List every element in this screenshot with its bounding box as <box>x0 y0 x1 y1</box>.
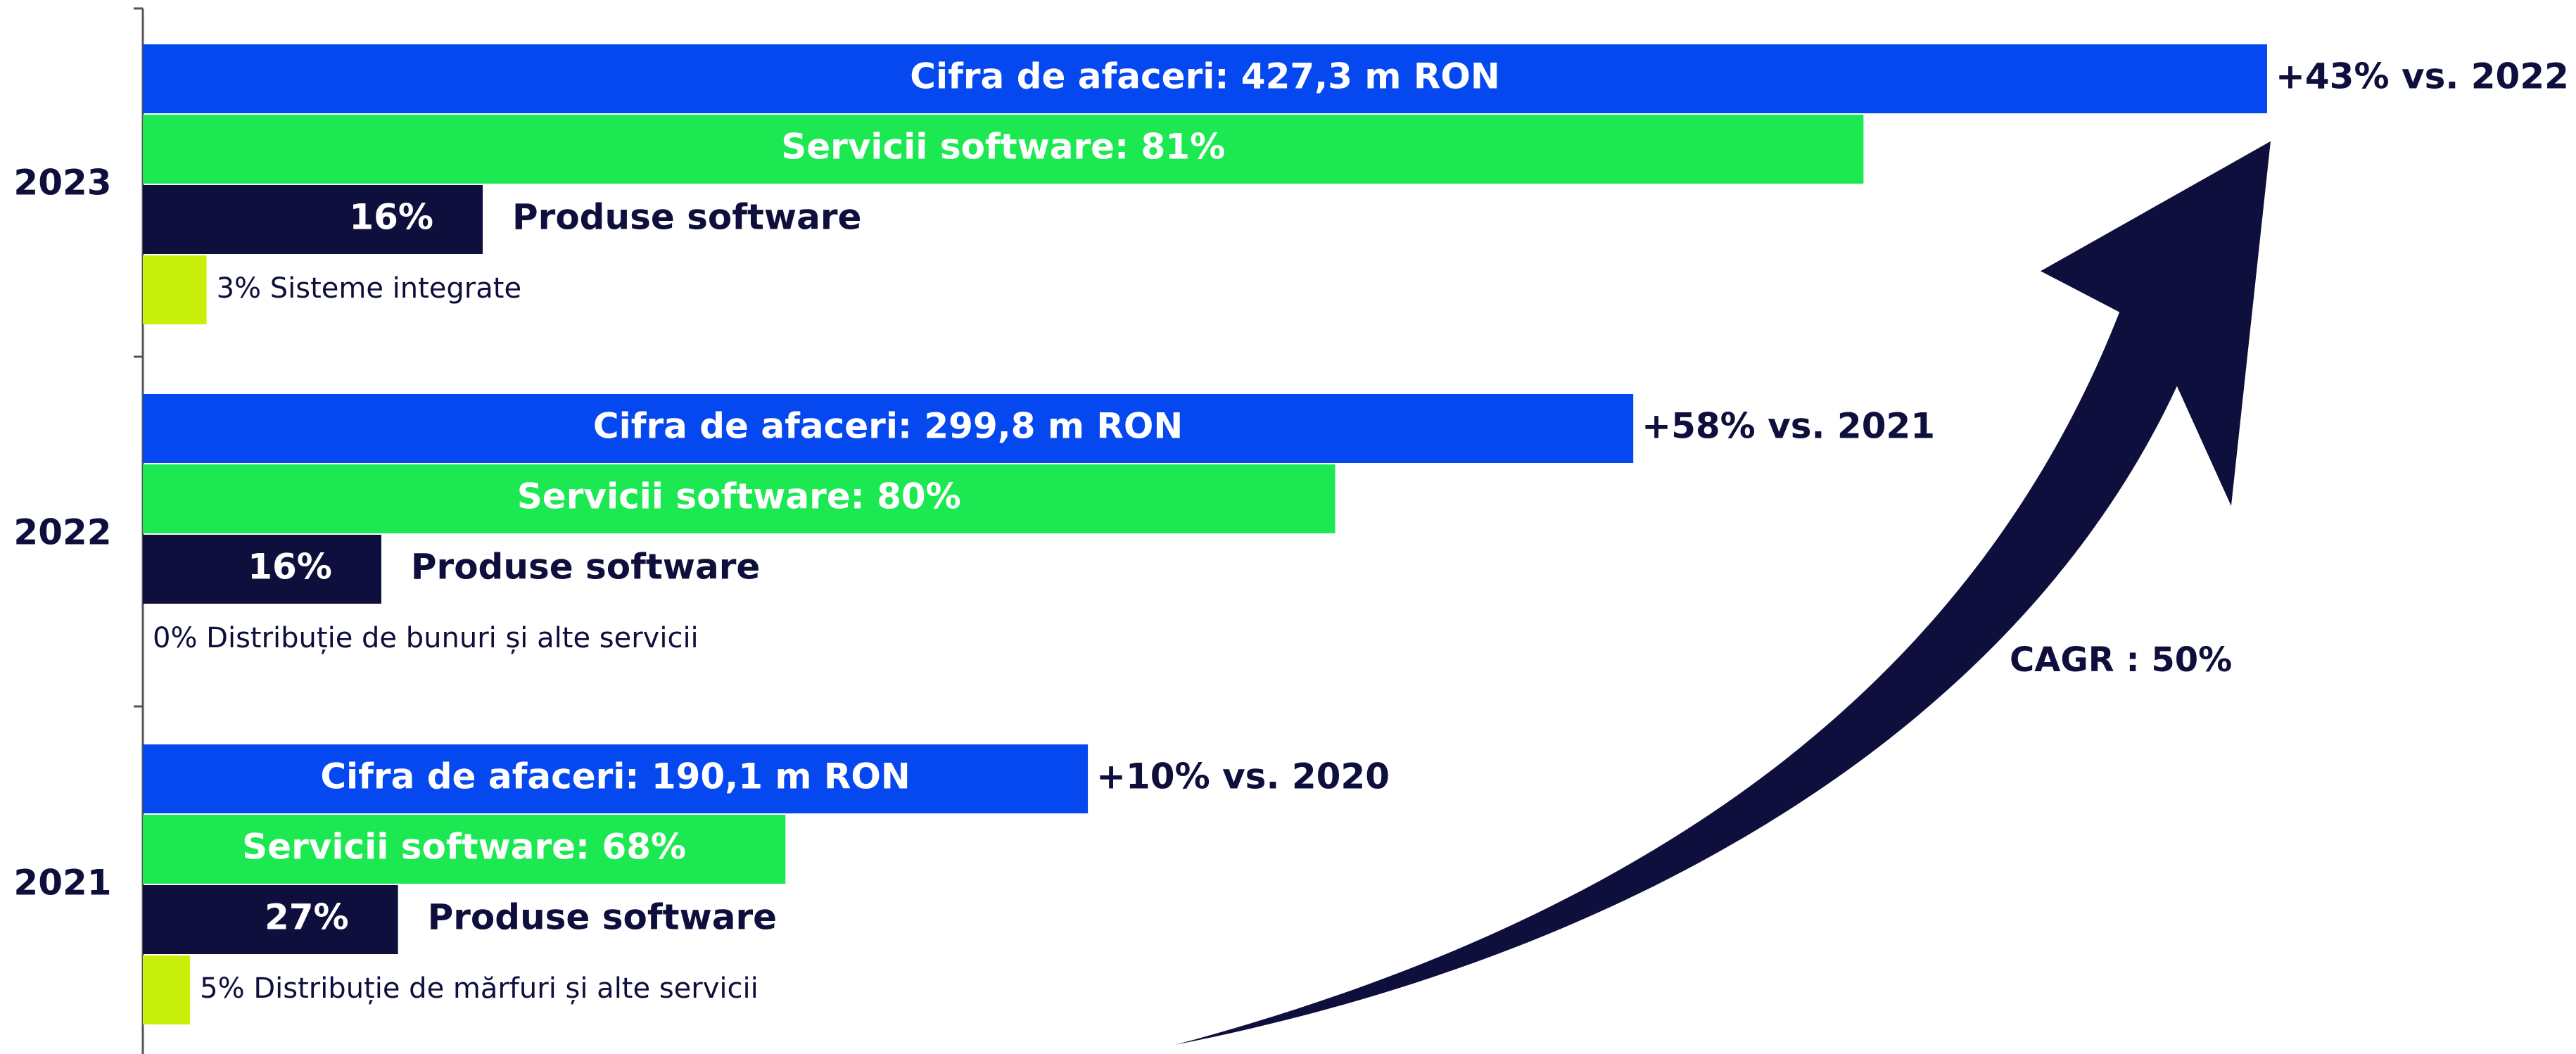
value-label: Cifra de afaceri: 299,8 m RON <box>593 406 1183 447</box>
category-label: 2022 <box>13 512 111 553</box>
growth-label: +43% vs. 2022 <box>2276 56 2569 97</box>
value-label: Servicii software: 68% <box>242 827 686 868</box>
growth-arrow <box>1174 141 2271 1046</box>
bar <box>143 115 1864 184</box>
value-label: 0% Distribuție de bunuri și alte servici… <box>153 622 699 654</box>
bar <box>143 44 2267 113</box>
bar <box>143 744 1089 813</box>
bar <box>143 394 1634 463</box>
bar <box>143 255 207 324</box>
value-label: 16% <box>349 197 433 238</box>
value-label: Cifra de afaceri: 427,3 m RON <box>910 56 1499 97</box>
series-name: Produse software <box>512 197 861 238</box>
series-name: Produse software <box>411 547 760 588</box>
bar <box>143 885 398 954</box>
growth-label: +58% vs. 2021 <box>1642 406 1935 447</box>
value-label: 3% Sisteme integrate <box>217 272 522 305</box>
value-label: 16% <box>248 547 332 588</box>
bar <box>143 185 483 254</box>
bar <box>143 464 1335 533</box>
axis <box>134 7 144 1054</box>
category-label: 2021 <box>13 863 111 903</box>
growth-label: +10% vs. 2020 <box>1096 756 1390 797</box>
value-label: Servicii software: 81% <box>781 127 1225 167</box>
bar <box>143 815 786 884</box>
bar <box>143 535 381 604</box>
value-label: Servicii software: 80% <box>517 476 961 517</box>
bar <box>143 955 191 1024</box>
cagr-label: CAGR : 50% <box>2010 640 2232 680</box>
series-name: Produse software <box>428 897 777 938</box>
value-label: 27% <box>265 897 349 938</box>
category-label: 2023 <box>13 163 111 203</box>
value-label: Cifra de afaceri: 190,1 m RON <box>320 756 910 797</box>
value-label: 5% Distribuție de mărfuri și alte servic… <box>200 972 759 1005</box>
